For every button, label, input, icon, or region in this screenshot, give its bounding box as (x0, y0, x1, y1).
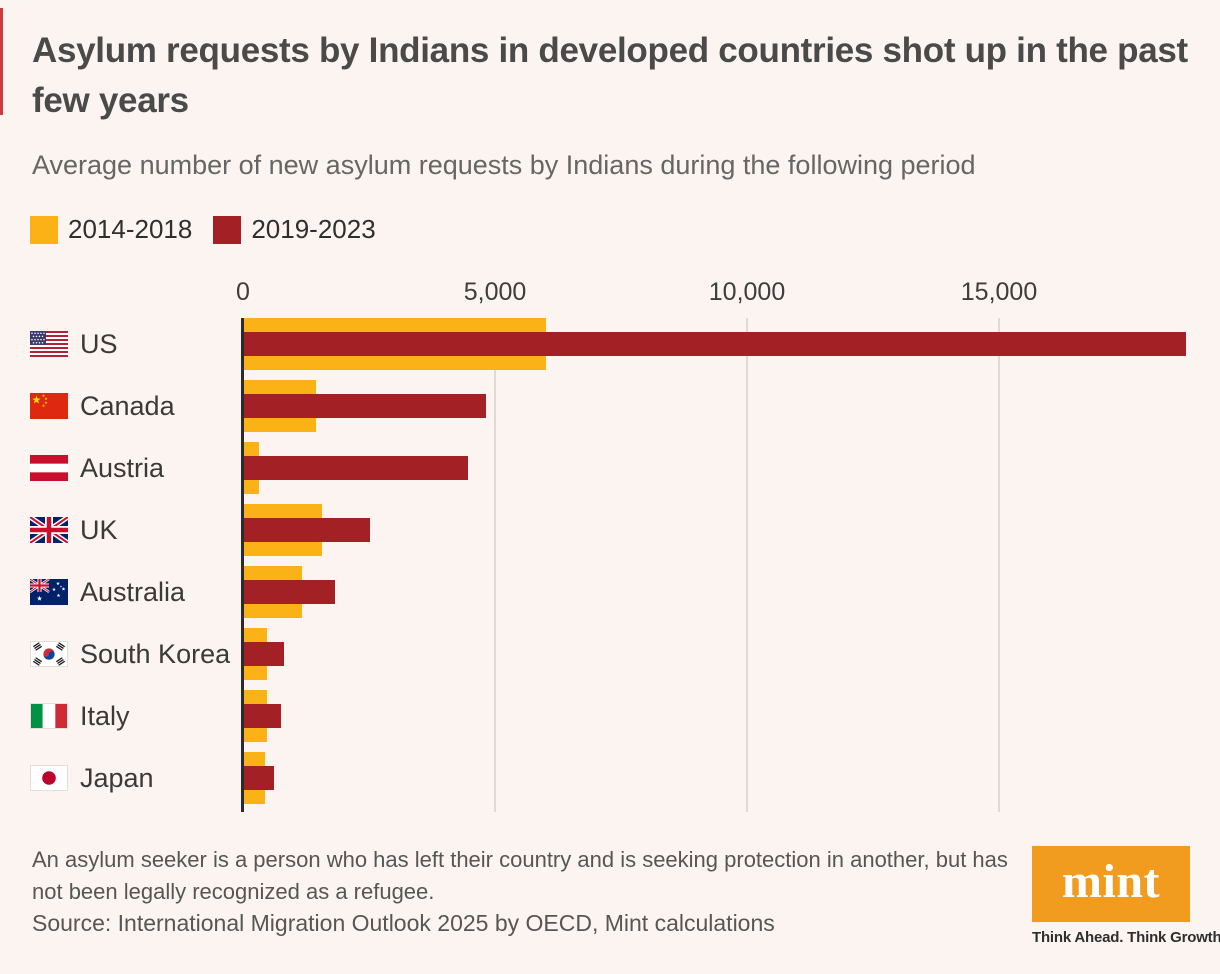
country-label-canada: Canada (30, 380, 175, 432)
country-label-japan: Japan (30, 752, 154, 804)
mint-tagline: Think Ahead. Think Growth. (1032, 929, 1220, 946)
country-name: UK (80, 514, 118, 545)
legend-item-2014-2018: 2014-2018 (30, 214, 192, 245)
y-axis-line (241, 318, 244, 812)
bar-row-austria: Austria (0, 442, 1220, 494)
legend-swatch-2014-2018 (30, 215, 58, 244)
country-label-austria: Austria (30, 442, 164, 494)
country-name: Japan (80, 762, 154, 793)
left-accent-stripe (0, 8, 3, 115)
bar-row-uk: UK (0, 504, 1220, 556)
bar-2019-2023-us (244, 332, 1186, 356)
country-label-australia: Australia (30, 566, 185, 618)
country-name: Italy (80, 700, 130, 731)
x-tick-10,000: 10,000 (708, 278, 786, 306)
legend-item-2019-2023: 2019-2023 (213, 214, 376, 245)
country-name: Austria (80, 452, 165, 483)
chart-title: Asylum requests by Indians in developed … (32, 31, 1188, 120)
bar-2019-2023-canada (244, 394, 486, 418)
country-label-italy: Italy (30, 690, 130, 742)
x-tick-15,000: 15,000 (960, 278, 1038, 306)
legend-label-2014-2018: 2014-2018 (68, 214, 193, 244)
gridline-15,000 (998, 318, 1000, 812)
bar-row-italy: Italy (0, 690, 1220, 742)
gridline-5,000 (494, 318, 496, 812)
italy-flag (30, 703, 68, 729)
mint-brand-block: mint Think Ahead. Think Growth. (1032, 846, 1220, 946)
bar-2019-2023-uk (244, 518, 370, 542)
country-label-uk: UK (30, 504, 118, 556)
x-tick-0: 0 (236, 278, 250, 306)
country-name: Australia (80, 576, 186, 607)
japan-flag (30, 765, 68, 791)
bar-row-south-korea: South Korea (0, 628, 1220, 680)
south-korea-flag (30, 641, 68, 667)
definition-note: An asylum seeker is a person who has lef… (32, 847, 1008, 904)
legend-label-2019-2023: 2019-2023 (251, 214, 376, 244)
china-flag (30, 393, 68, 419)
mint-logo: mint (1032, 846, 1190, 922)
bar-2019-2023-italy (244, 704, 281, 728)
bar-row-japan: Japan (0, 752, 1220, 804)
country-name: South Korea (80, 638, 231, 669)
bar-2019-2023-austria (244, 456, 468, 480)
grouped-bar-chart: 0 5,000 10,000 15,000 US Canada Austria UK Austr… (0, 278, 1220, 823)
chart-subtitle: Average number of new asylum requests by… (32, 150, 976, 180)
us-flag (30, 331, 68, 357)
legend-swatch-2019-2023 (213, 215, 242, 244)
country-label-us: US (30, 318, 118, 370)
mint-logo-text: mint (1062, 855, 1160, 908)
country-label-south-korea: South Korea (30, 628, 230, 680)
country-name: Canada (80, 390, 175, 421)
australia-flag (30, 579, 68, 605)
bar-2019-2023-australia (244, 580, 335, 604)
uk-flag (30, 517, 68, 543)
bar-2019-2023-south-korea (244, 642, 284, 666)
country-name: US (80, 328, 118, 359)
bar-row-canada: Canada (0, 380, 1220, 432)
chart-legend: 2014-2018 2019-2023 (30, 214, 376, 245)
austria-flag (30, 455, 68, 481)
bar-row-us: US (0, 318, 1220, 370)
source-line: Source: International Migration Outlook … (32, 910, 775, 936)
bar-row-australia: Australia (0, 566, 1220, 618)
bar-2019-2023-japan (244, 766, 274, 790)
x-tick-5,000: 5,000 (463, 278, 527, 306)
gridline-10,000 (746, 318, 748, 812)
